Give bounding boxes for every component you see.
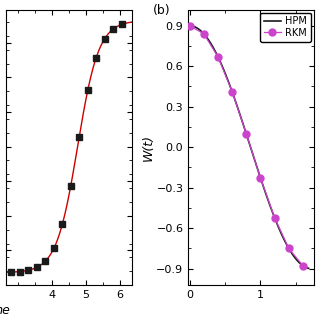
HPM bbox=[307, 266, 311, 270]
RKM bbox=[230, 90, 234, 94]
RKM bbox=[301, 264, 305, 268]
RKM bbox=[259, 176, 262, 180]
HPM bbox=[304, 265, 308, 269]
Line: HPM: HPM bbox=[190, 26, 309, 268]
Line: RKM: RKM bbox=[186, 22, 307, 269]
X-axis label: me: me bbox=[0, 304, 10, 317]
RKM bbox=[188, 24, 192, 28]
HPM bbox=[244, 132, 248, 135]
HPM bbox=[259, 176, 262, 180]
Legend: HPM, RKM: HPM, RKM bbox=[260, 12, 311, 42]
HPM bbox=[245, 134, 249, 138]
HPM bbox=[285, 244, 289, 247]
RKM bbox=[273, 216, 276, 220]
RKM bbox=[216, 55, 220, 59]
Y-axis label: W(t): W(t) bbox=[142, 134, 155, 161]
RKM bbox=[244, 132, 248, 136]
RKM bbox=[287, 246, 291, 250]
HPM bbox=[188, 24, 192, 28]
HPM bbox=[252, 156, 256, 160]
RKM bbox=[202, 32, 206, 36]
Text: (b): (b) bbox=[153, 4, 171, 17]
